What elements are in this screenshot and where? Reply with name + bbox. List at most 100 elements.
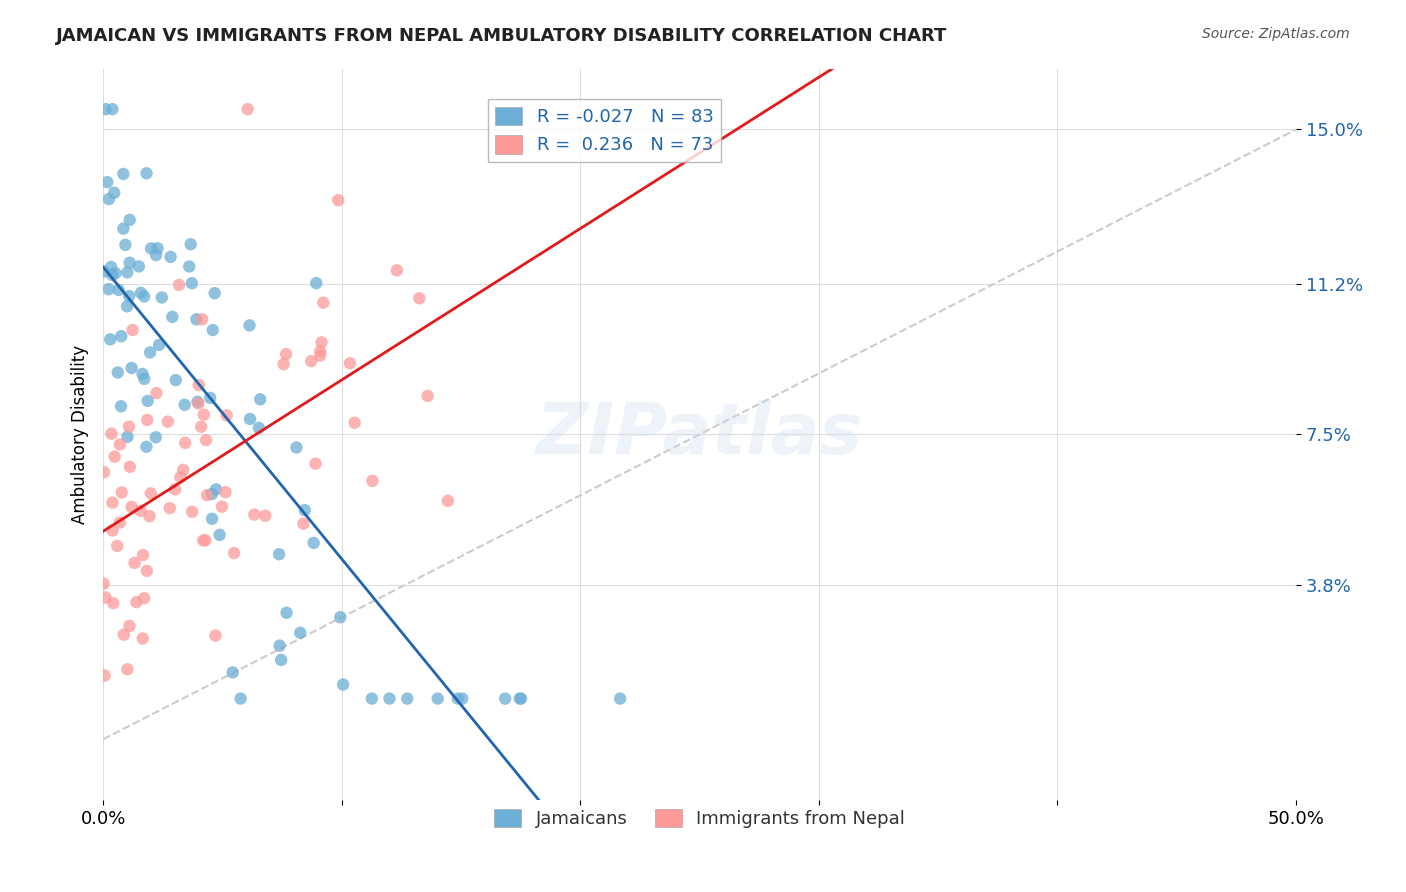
Point — [186, 394, 208, 409]
Point — [290, 625, 312, 640]
Point — [194, 533, 217, 548]
Point — [222, 665, 245, 680]
Point — [112, 627, 135, 641]
Point — [208, 528, 231, 542]
Point — [138, 509, 160, 524]
Point — [169, 470, 191, 484]
Point — [451, 691, 474, 706]
Point — [270, 653, 292, 667]
Point — [124, 556, 146, 570]
Point — [204, 629, 226, 643]
Point — [159, 501, 181, 516]
Point — [305, 276, 328, 290]
Point — [96, 175, 118, 189]
Text: ZIPatlas: ZIPatlas — [536, 400, 863, 469]
Point — [134, 372, 156, 386]
Point — [118, 289, 141, 303]
Point — [311, 335, 333, 350]
Point — [162, 310, 184, 324]
Point — [243, 508, 266, 522]
Point — [107, 366, 129, 380]
Point — [131, 632, 153, 646]
Text: Source: ZipAtlas.com: Source: ZipAtlas.com — [1202, 27, 1350, 41]
Point — [156, 415, 179, 429]
Point — [104, 266, 127, 280]
Point — [94, 591, 117, 605]
Y-axis label: Ambulatory Disability: Ambulatory Disability — [72, 345, 89, 524]
Point — [146, 241, 169, 255]
Point — [98, 332, 121, 346]
Point — [145, 386, 167, 401]
Point — [101, 102, 124, 116]
Point — [609, 691, 631, 706]
Point — [129, 504, 152, 518]
Point — [229, 691, 252, 706]
Point — [201, 323, 224, 337]
Point — [111, 485, 134, 500]
Point — [273, 357, 295, 371]
Point — [181, 505, 204, 519]
Point — [304, 457, 326, 471]
Point — [165, 482, 187, 496]
Point — [139, 345, 162, 359]
Point — [167, 277, 190, 292]
Point — [187, 378, 209, 392]
Point — [328, 193, 350, 207]
Point — [118, 212, 141, 227]
Point — [494, 691, 516, 706]
Point — [93, 265, 115, 279]
Point — [174, 435, 197, 450]
Point — [117, 662, 139, 676]
Point — [339, 356, 361, 370]
Point — [193, 408, 215, 422]
Point — [204, 286, 226, 301]
Point — [136, 393, 159, 408]
Point — [97, 192, 120, 206]
Point — [135, 440, 157, 454]
Point — [285, 441, 308, 455]
Point — [115, 299, 138, 313]
Point — [426, 691, 449, 706]
Point — [437, 493, 460, 508]
Text: JAMAICAN VS IMMIGRANTS FROM NEPAL AMBULATORY DISABILITY CORRELATION CHART: JAMAICAN VS IMMIGRANTS FROM NEPAL AMBULA… — [56, 27, 948, 45]
Point — [100, 426, 122, 441]
Point — [103, 186, 125, 200]
Point — [135, 564, 157, 578]
Point — [107, 283, 129, 297]
Point — [104, 450, 127, 464]
Point — [222, 546, 245, 560]
Point — [191, 312, 214, 326]
Point — [118, 459, 141, 474]
Point — [193, 533, 215, 548]
Point — [361, 474, 384, 488]
Point — [121, 323, 143, 337]
Point — [302, 536, 325, 550]
Point — [108, 437, 131, 451]
Point — [150, 290, 173, 304]
Point — [134, 289, 156, 303]
Point — [510, 691, 533, 706]
Point — [159, 250, 181, 264]
Point — [134, 591, 156, 606]
Point — [198, 391, 221, 405]
Point — [299, 354, 322, 368]
Point — [312, 295, 335, 310]
Point — [125, 595, 148, 609]
Point — [447, 691, 470, 706]
Point — [139, 241, 162, 255]
Point — [190, 419, 212, 434]
Point — [309, 344, 332, 359]
Point — [329, 610, 352, 624]
Point — [274, 347, 297, 361]
Point — [186, 312, 208, 326]
Point — [195, 488, 218, 502]
Point — [396, 691, 419, 706]
Point — [103, 596, 125, 610]
Point — [378, 691, 401, 706]
Point — [239, 412, 262, 426]
Point — [360, 691, 382, 706]
Point — [97, 282, 120, 296]
Legend: Jamaicans, Immigrants from Nepal: Jamaicans, Immigrants from Nepal — [486, 801, 912, 835]
Point — [385, 263, 408, 277]
Point — [215, 409, 238, 423]
